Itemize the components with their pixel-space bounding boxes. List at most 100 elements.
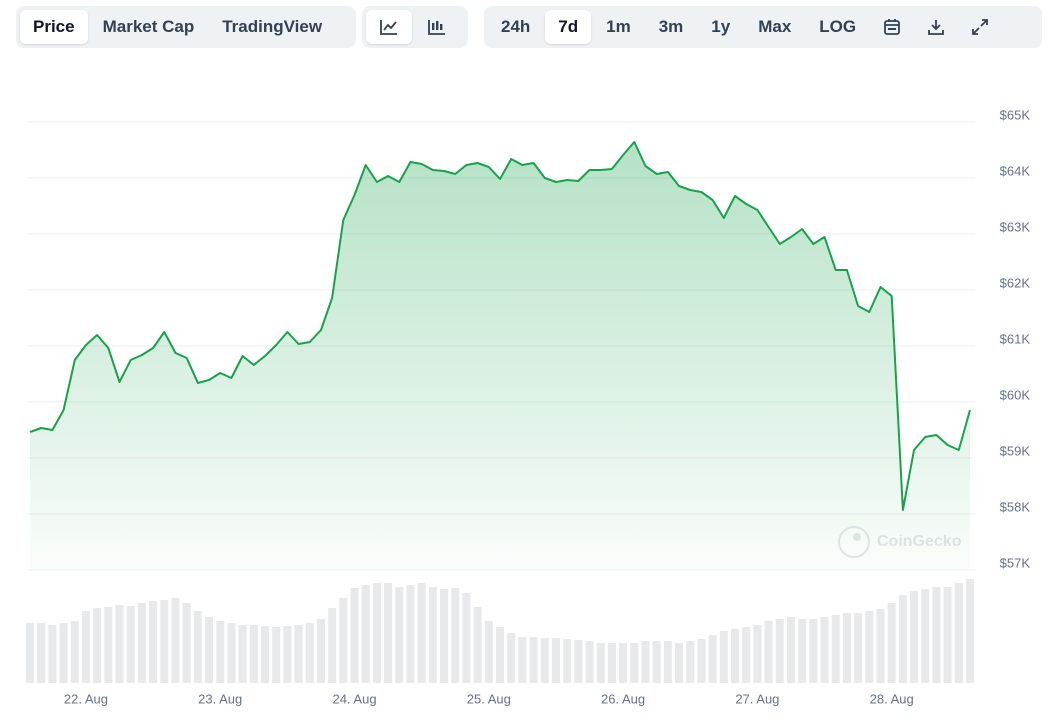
volume-bar [932,587,941,683]
volume-bar [652,641,661,683]
volume-bar [339,598,348,683]
volume-bar [786,617,795,683]
volume-bar [48,625,57,683]
volume-bar [216,621,225,683]
download-button[interactable] [915,10,957,44]
volume-bar [70,621,79,683]
volume-bar [283,626,292,683]
tab[interactable]: Market Cap [102,17,195,36]
chart-style-group [362,6,468,48]
volume-bar [182,603,191,683]
volume-bar [81,611,90,683]
log-button[interactable]: LOG [819,17,857,36]
range-button[interactable]: 1m [606,17,631,36]
volume-bar [887,603,896,683]
volume-bar [854,613,863,683]
volume-bar [686,641,695,683]
x-tick-label: 27. Aug [735,691,779,706]
volume-bar [227,623,236,683]
volume-bar [943,587,952,683]
range-button[interactable]: 24h [501,17,531,36]
volume-bar [719,631,728,683]
volume-bar [350,588,359,683]
volume-bar [842,613,851,683]
volume-bar [798,619,807,683]
volume-bar [372,583,381,683]
volume-bar [59,623,68,683]
volume-bar [294,625,303,683]
tab[interactable]: TradingView [222,17,323,36]
volume-bar [205,617,214,683]
download-icon [928,20,945,35]
line-chart-button[interactable] [366,10,412,44]
range-group: 24h 7d 1m 3m 1y Max LOG [484,6,1042,48]
y-tick-label: $61K [1000,331,1031,346]
x-tick-label: 23. Aug [198,691,242,706]
volume-bar [809,619,818,683]
y-tick-label: $57K [1000,555,1031,570]
y-tick-label: $63K [1000,219,1031,234]
volume-bar [574,640,583,683]
volume-bar [473,607,482,683]
x-tick-label: 25. Aug [467,691,511,706]
volume-bar [697,639,706,683]
range-button[interactable]: 7d [545,10,592,44]
range-button[interactable]: 1y [711,17,731,36]
volume-bar [921,589,930,683]
expand-icon [972,19,989,35]
volume-bar [607,643,616,683]
volume-bar [305,623,314,683]
volume-bar [910,591,919,683]
volume-bar [238,625,247,683]
volume-bar [708,635,717,683]
volume-bar [619,643,628,683]
volume-bar [104,607,113,683]
volume-bar [462,593,471,683]
watermark-logo-eye [853,533,861,541]
watermark-logo [838,526,870,558]
y-tick-label: $65K [1000,107,1031,122]
volume-bar [428,587,437,683]
volume-bar [149,601,158,683]
x-tick-label: 28. Aug [870,691,914,706]
y-tick-label: $64K [1000,163,1031,178]
calendar-button[interactable] [871,10,913,44]
volume-bar [193,611,202,683]
price-area [30,142,970,570]
fullscreen-button[interactable] [959,10,1001,44]
tab[interactable]: Price [20,10,88,44]
price-line [29,141,971,511]
volume-bar [831,615,840,683]
y-tick-label: $60K [1000,387,1031,402]
volume-bar [495,627,505,683]
volume-bar [361,585,370,683]
volume-bar [272,627,281,683]
line-icon [380,20,397,35]
x-tick-label: 22. Aug [64,691,108,706]
volume-bar [898,595,907,683]
calendar-icon [884,19,901,35]
volume-bar [440,589,449,683]
candle-icon [428,20,445,35]
volume-bar [663,641,672,683]
volume-bar [730,629,740,683]
volume-bar [126,606,135,683]
volume-bar [965,579,975,683]
candle-chart-button[interactable] [414,10,460,44]
range-button[interactable]: Max [758,17,792,36]
volume-bar [775,619,784,683]
x-tick-label: 26. Aug [601,691,645,706]
volume-bar [753,625,762,683]
volume-bar [417,583,426,683]
volume-bar [171,598,180,683]
volume-bar [507,633,516,683]
volume-bar [260,626,270,683]
watermark-text: CoinGecko [877,533,962,550]
y-tick-label: $59K [1000,443,1031,458]
volume-bar [954,583,963,683]
volume-bar [764,621,773,683]
watermark: CoinGecko [838,526,962,558]
range-button[interactable]: 3m [658,17,684,36]
